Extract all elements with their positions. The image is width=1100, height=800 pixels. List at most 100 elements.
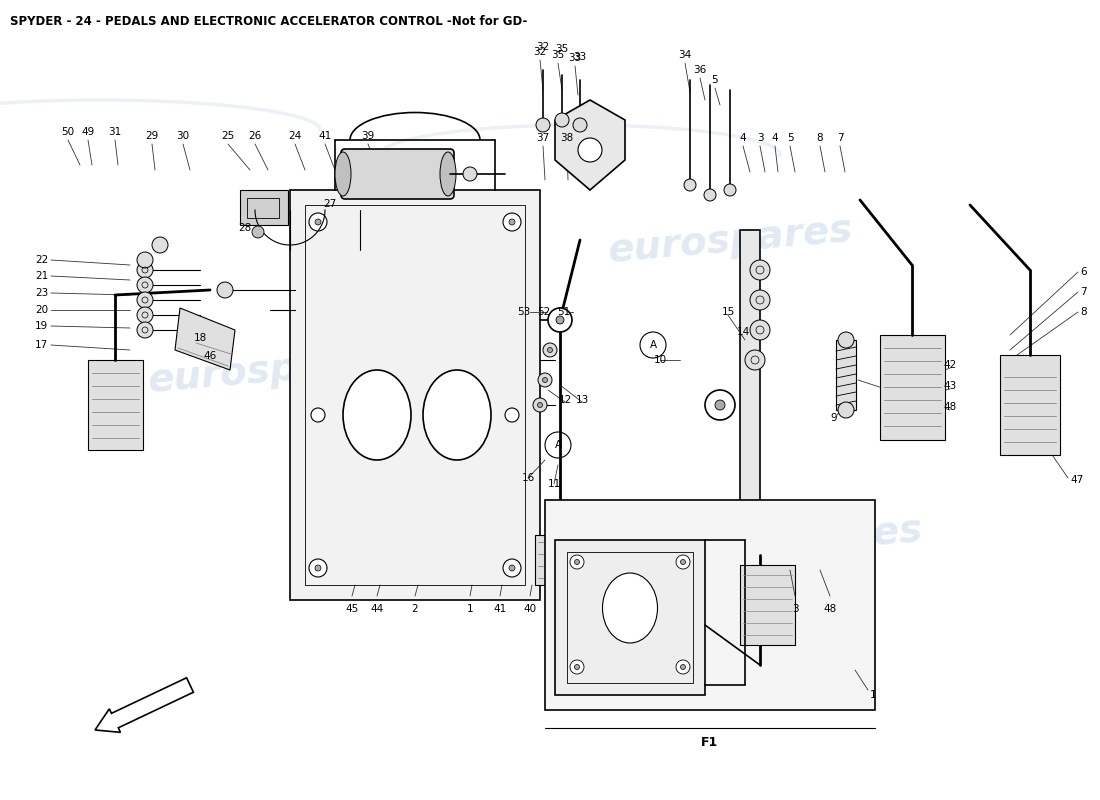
Text: 15: 15 — [722, 307, 735, 317]
Circle shape — [138, 292, 153, 308]
Circle shape — [745, 350, 764, 370]
Text: 4: 4 — [739, 133, 746, 143]
Polygon shape — [680, 230, 760, 570]
Text: 32: 32 — [537, 42, 550, 52]
Text: 38: 38 — [560, 133, 573, 143]
Text: 45: 45 — [345, 604, 359, 614]
Circle shape — [311, 408, 324, 422]
Circle shape — [570, 660, 584, 674]
Circle shape — [538, 402, 542, 407]
Text: 6: 6 — [1080, 267, 1087, 277]
Text: 7: 7 — [837, 133, 844, 143]
Text: 35: 35 — [556, 44, 569, 54]
Circle shape — [750, 320, 770, 340]
Text: 33: 33 — [573, 52, 586, 62]
Text: 43: 43 — [944, 381, 957, 391]
Circle shape — [509, 219, 515, 225]
Circle shape — [676, 660, 690, 674]
Polygon shape — [740, 565, 795, 645]
Circle shape — [676, 555, 690, 569]
Text: 1: 1 — [870, 690, 877, 700]
Text: 8: 8 — [1080, 307, 1087, 317]
Text: 3: 3 — [792, 604, 799, 614]
Text: 7: 7 — [1080, 287, 1087, 297]
Circle shape — [574, 665, 580, 670]
Text: A: A — [554, 440, 562, 450]
Circle shape — [138, 322, 153, 338]
Circle shape — [503, 213, 521, 231]
Circle shape — [315, 565, 321, 571]
Text: 41: 41 — [494, 604, 507, 614]
Circle shape — [704, 189, 716, 201]
Text: F1: F1 — [702, 736, 718, 749]
Text: 28: 28 — [239, 223, 252, 233]
Text: 48: 48 — [944, 402, 957, 412]
Text: 44: 44 — [371, 604, 384, 614]
Text: 36: 36 — [693, 65, 706, 75]
Text: 1: 1 — [466, 604, 473, 614]
Circle shape — [838, 332, 854, 348]
Text: 17: 17 — [35, 340, 48, 350]
FancyArrow shape — [95, 678, 194, 732]
Circle shape — [463, 167, 477, 181]
Ellipse shape — [603, 573, 658, 643]
Circle shape — [715, 400, 725, 410]
Circle shape — [724, 184, 736, 196]
Polygon shape — [175, 308, 235, 370]
Ellipse shape — [440, 152, 456, 196]
Text: 20: 20 — [35, 305, 48, 315]
Text: SPYDER - 24 - PEDALS AND ELECTRONIC ACCELERATOR CONTROL -Not for GD-: SPYDER - 24 - PEDALS AND ELECTRONIC ACCE… — [10, 15, 527, 28]
Text: 16: 16 — [521, 473, 535, 483]
Text: 42: 42 — [944, 360, 957, 370]
Text: A: A — [649, 340, 657, 350]
Circle shape — [138, 262, 153, 278]
Bar — [544, 500, 874, 710]
Circle shape — [556, 316, 564, 324]
Text: 11: 11 — [548, 479, 561, 489]
Circle shape — [574, 559, 580, 565]
Text: 33: 33 — [569, 53, 582, 63]
Circle shape — [705, 390, 735, 420]
Text: 30: 30 — [176, 131, 189, 141]
Circle shape — [548, 308, 572, 332]
Text: 19: 19 — [35, 321, 48, 331]
Circle shape — [838, 402, 854, 418]
Text: 48: 48 — [824, 604, 837, 614]
Circle shape — [309, 559, 327, 577]
Circle shape — [681, 559, 685, 565]
Bar — [240, 190, 288, 225]
Text: 4: 4 — [772, 133, 779, 143]
Polygon shape — [880, 335, 945, 440]
Bar — [305, 205, 525, 585]
Circle shape — [681, 665, 685, 670]
Text: 25: 25 — [221, 131, 234, 141]
Text: 29: 29 — [145, 131, 158, 141]
Text: 51: 51 — [557, 307, 570, 317]
Text: 2: 2 — [411, 604, 418, 614]
Text: 9: 9 — [830, 413, 837, 423]
Ellipse shape — [336, 152, 351, 196]
Circle shape — [152, 237, 168, 253]
Text: 5: 5 — [712, 75, 718, 85]
Text: 32: 32 — [534, 47, 547, 57]
Polygon shape — [1000, 355, 1060, 455]
Text: 40: 40 — [524, 604, 537, 614]
Circle shape — [509, 565, 515, 571]
Circle shape — [503, 559, 521, 577]
Circle shape — [536, 118, 550, 132]
Text: 39: 39 — [362, 131, 375, 141]
Text: 24: 24 — [288, 131, 301, 141]
Text: 18: 18 — [194, 333, 207, 343]
Ellipse shape — [424, 370, 491, 460]
Circle shape — [548, 347, 552, 353]
Circle shape — [750, 260, 770, 280]
Circle shape — [252, 226, 264, 238]
Text: 8: 8 — [816, 133, 823, 143]
Circle shape — [543, 343, 557, 357]
Circle shape — [750, 290, 770, 310]
Text: 35: 35 — [551, 50, 564, 60]
Text: 50: 50 — [62, 127, 75, 137]
Text: 14: 14 — [736, 327, 749, 337]
Circle shape — [556, 113, 569, 127]
Text: 34: 34 — [679, 50, 692, 60]
